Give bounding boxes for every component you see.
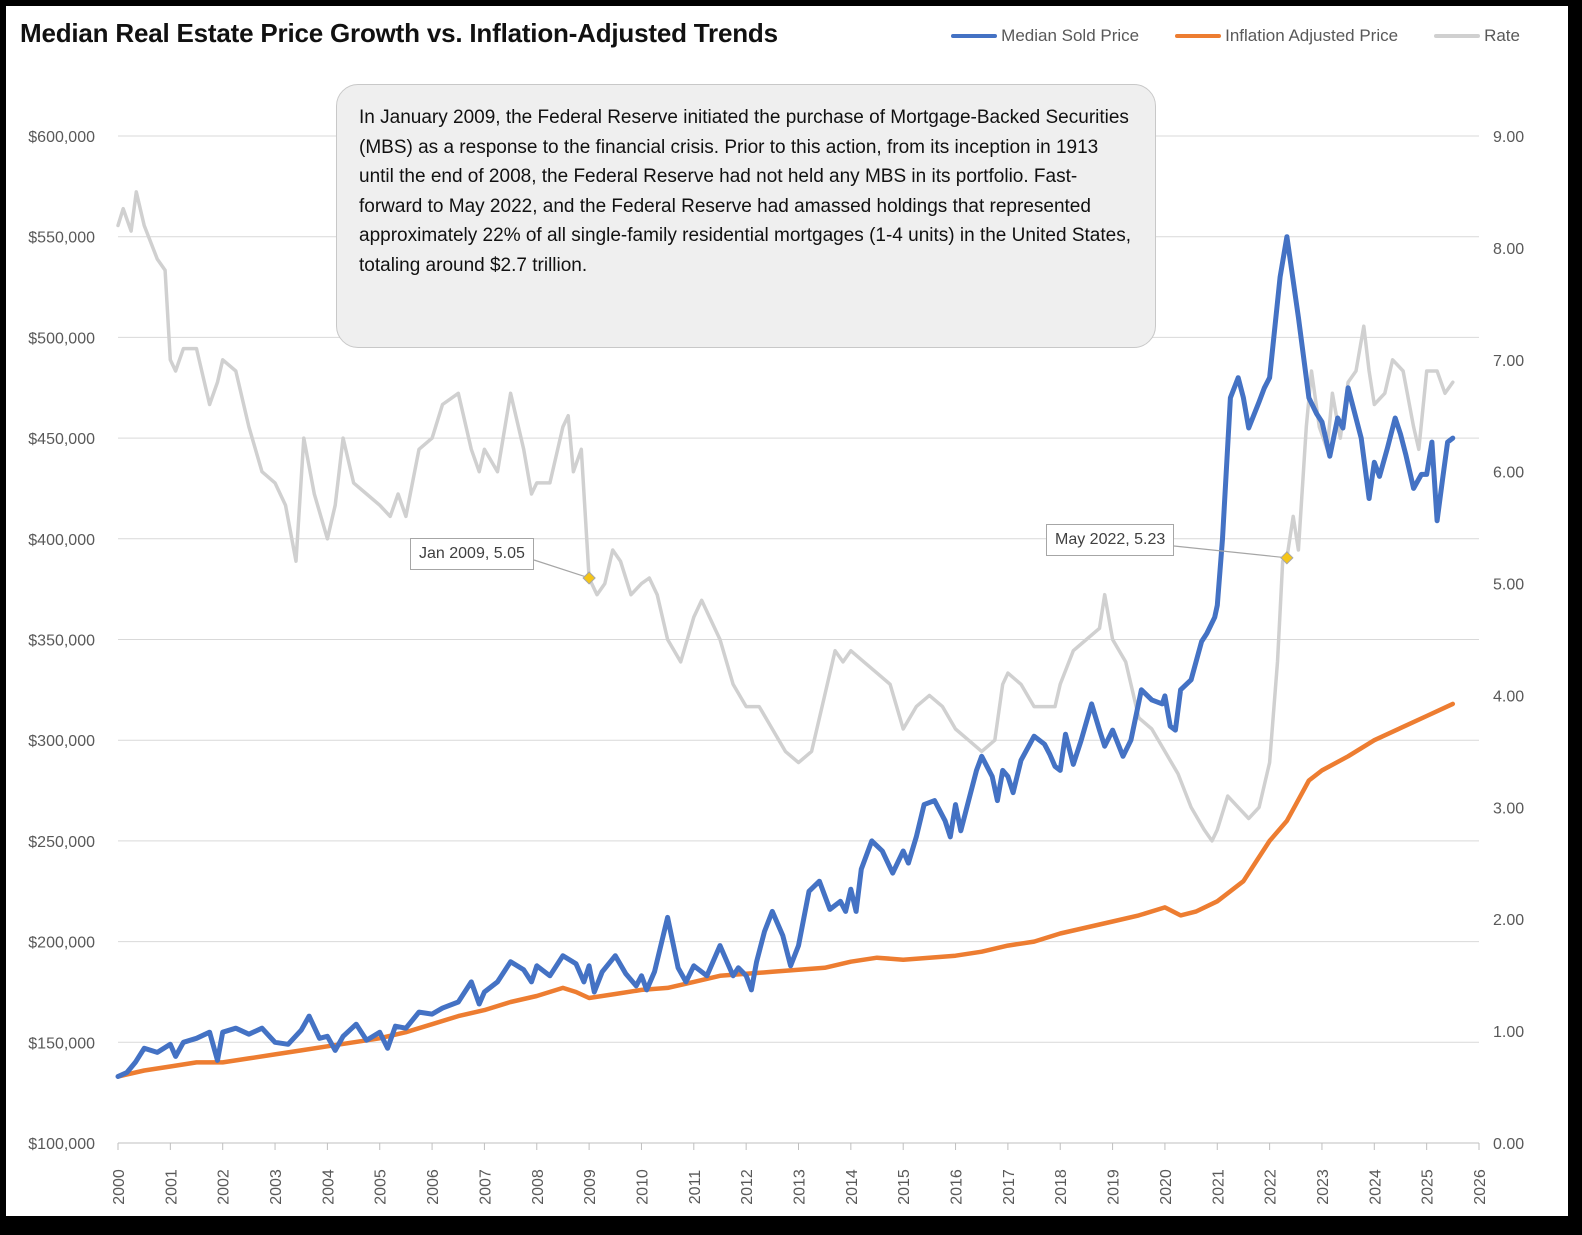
chart-title: Median Real Estate Price Growth vs. Infl… (20, 18, 778, 48)
x-tick-label: 2022 (1263, 1169, 1280, 1205)
y-tick-label: $250,000 (28, 834, 95, 851)
x-tick-label: 2003 (268, 1169, 285, 1205)
callout-marker (582, 571, 596, 585)
y-tick-label: $350,000 (28, 633, 95, 650)
x-tick-label: 2013 (792, 1169, 809, 1205)
chart-legend: Median Sold Price Inflation Adjusted Pri… (951, 26, 1520, 46)
y-tick-label: $200,000 (28, 935, 95, 952)
legend-label-inflation: Inflation Adjusted Price (1225, 26, 1399, 45)
x-tick-label: 2009 (582, 1169, 599, 1205)
x-tick-label: 2008 (530, 1169, 547, 1205)
y2-tick-label: 0.00 (1493, 1136, 1524, 1153)
legend-item-inflation[interactable]: Inflation Adjusted Price (1175, 26, 1398, 46)
x-tick-label: 2021 (1210, 1169, 1227, 1205)
y2-tick-label: 9.00 (1493, 129, 1524, 146)
inflation-adjusted-price-line (115, 701, 1456, 1079)
y2-tick-label: 8.00 (1493, 241, 1524, 258)
x-tick-label: 2026 (1472, 1169, 1489, 1205)
x-tick-label: 2006 (425, 1169, 442, 1205)
callout-marker (1280, 551, 1294, 565)
y2-tick-label: 6.00 (1493, 465, 1524, 482)
legend-item-median[interactable]: Median Sold Price (951, 26, 1139, 46)
callout-leader-line (1173, 545, 1287, 559)
x-tick-label: 2020 (1158, 1169, 1175, 1205)
annotation-box: In January 2009, the Federal Reserve ini… (336, 84, 1156, 348)
callout-may-2022: May 2022, 5.23 (1046, 524, 1175, 556)
x-tick-label: 2001 (163, 1169, 180, 1205)
chart-plot-area: $100,000 $150,000 $200,000 $250,000 $300,000… (28, 129, 1524, 1205)
median-sold-price-line (115, 234, 1456, 1079)
x-tick-label: 2004 (320, 1169, 337, 1205)
y-tick-label: $550,000 (28, 230, 95, 247)
x-tick-label: 2000 (111, 1169, 128, 1205)
y-tick-label: $500,000 (28, 330, 95, 347)
y-tick-label: $450,000 (28, 431, 95, 448)
y2-tick-label: 5.00 (1493, 577, 1524, 594)
y-tick-label: $600,000 (28, 129, 95, 146)
y-tick-label: $150,000 (28, 1035, 95, 1052)
x-tick-label: 2017 (1001, 1169, 1018, 1205)
x-tick-label: 2012 (739, 1169, 756, 1205)
legend-item-rate[interactable]: Rate (1434, 26, 1520, 46)
y2-tick-label: 4.00 (1493, 688, 1524, 705)
x-tick-label: 2023 (1315, 1169, 1332, 1205)
y2-tick-label: 3.00 (1493, 800, 1524, 817)
y2-tick-label: 1.00 (1493, 1024, 1524, 1041)
x-tick-label: 2019 (1106, 1169, 1123, 1205)
y-tick-label: $100,000 (28, 1136, 95, 1153)
x-tick-label: 2007 (477, 1169, 494, 1205)
y2-tick-label: 7.00 (1493, 353, 1524, 370)
legend-swatch-median (951, 34, 998, 38)
callout-jan-2009: Jan 2009, 5.05 (410, 538, 534, 570)
x-tick-label: 2025 (1420, 1169, 1437, 1205)
x-tick-label: 2010 (634, 1169, 651, 1205)
y-tick-label: $300,000 (28, 733, 95, 750)
x-tick-label: 2016 (949, 1169, 966, 1205)
legend-label-rate: Rate (1484, 26, 1520, 45)
y-tick-label: $400,000 (28, 532, 95, 549)
legend-swatch-rate (1434, 34, 1481, 38)
chart-frame: Median Real Estate Price Growth vs. Infl… (6, 6, 1568, 1216)
y2-tick-label: 2.00 (1493, 912, 1524, 929)
x-tick-label: 2015 (896, 1169, 913, 1205)
x-tick-label: 2002 (216, 1169, 233, 1205)
x-tick-label: 2005 (373, 1169, 390, 1205)
x-tick-label: 2024 (1367, 1169, 1384, 1205)
callout-leader-line (533, 559, 590, 579)
x-tick-label: 2014 (844, 1169, 861, 1205)
legend-label-median: Median Sold Price (1001, 26, 1140, 45)
x-tick-label: 2018 (1053, 1169, 1070, 1205)
legend-swatch-inflation (1175, 34, 1222, 38)
x-tick-label: 2011 (687, 1170, 704, 1205)
